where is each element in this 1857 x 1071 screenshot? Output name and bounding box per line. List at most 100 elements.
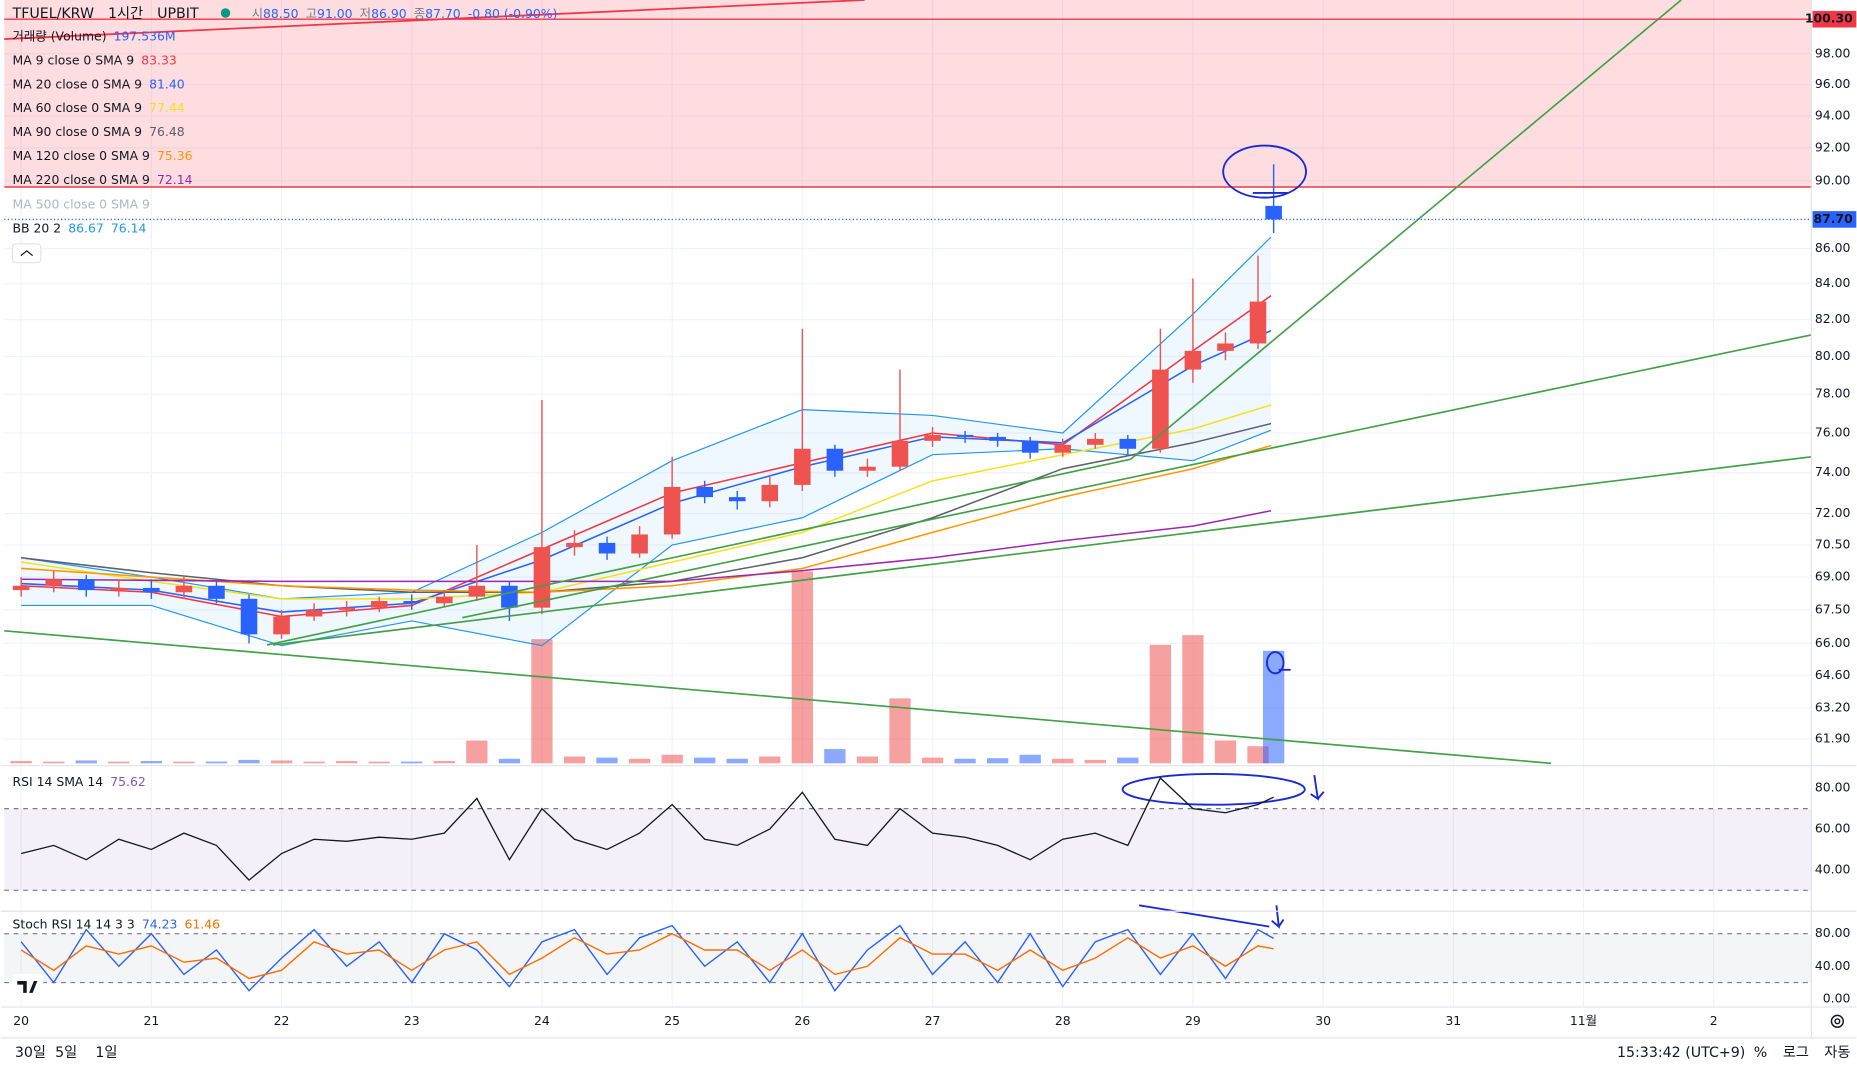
- volume-bar: [1262, 650, 1285, 764]
- candle-body: [143, 587, 160, 593]
- x-tick-label: 11월: [1570, 1013, 1597, 1028]
- x-tick-label: 27: [925, 1013, 941, 1028]
- symbol: TFUEL/KRW: [12, 6, 94, 22]
- volume-bar: [563, 756, 586, 764]
- y-tick-label: 76.00: [1815, 424, 1851, 439]
- footer: 15:33:42 (UTC+9) % 로그 자동 30일 5일 1일: [15, 1045, 1851, 1061]
- volume-bar: [954, 758, 976, 764]
- legend-value: 61.46: [185, 916, 221, 931]
- interval: 1시간: [108, 6, 143, 22]
- legend: TFUEL/KRW 1시간 UPBIT 시88.50 고91.00 저86.90 종8…: [12, 6, 558, 931]
- candle-body: [501, 585, 518, 608]
- candle-body: [110, 587, 128, 591]
- volume-bar: [433, 761, 455, 764]
- candle-body: [631, 534, 648, 554]
- y-tick-label: 69.00: [1815, 569, 1851, 584]
- candle-body: [533, 547, 551, 608]
- range-button[interactable]: 30일: [15, 1045, 46, 1061]
- annotation-circle: [1121, 773, 1306, 806]
- candle-body: [598, 542, 616, 554]
- log-toggle[interactable]: 로그: [1783, 1045, 1809, 1061]
- legend-name: MA 60 close 0 SMA 9: [13, 100, 143, 115]
- candle-body: [859, 466, 876, 471]
- resistance-zone: [4, 0, 1812, 187]
- candle-body: [240, 598, 258, 635]
- legend-value: 74.23: [142, 916, 178, 931]
- y-tick-label: 94.00: [1815, 107, 1851, 122]
- volume-bar: [270, 760, 293, 764]
- candle-body: [273, 616, 290, 635]
- y-tick-label: 70.50: [1815, 537, 1851, 552]
- volume-bar: [661, 754, 683, 764]
- volume-bar: [1149, 644, 1172, 764]
- volume-bar: [336, 761, 358, 764]
- candle-body: [45, 579, 63, 586]
- y-tick-label: 63.20: [1815, 700, 1851, 715]
- ma-line: [21, 444, 1272, 594]
- x-tick-label: 28: [1055, 1013, 1071, 1028]
- y-tick-label: 98.00: [1815, 45, 1851, 60]
- x-tick-label: 24: [534, 1013, 550, 1028]
- volume-bar: [205, 761, 228, 764]
- price-label: 100.30: [1805, 11, 1853, 26]
- candle-body: [468, 585, 486, 597]
- settings-icon[interactable]: [1830, 1014, 1844, 1028]
- y-tick-label: 61.90: [1815, 731, 1851, 746]
- axes: 98.00 96.00 94.00 92.00 90.00 86.00 84.00 82.00…: [4, 11, 1857, 1028]
- collapse-button[interactable]: [11, 243, 42, 264]
- range-button[interactable]: 1일: [95, 1045, 117, 1061]
- candle-body: [566, 542, 583, 548]
- candle-body: [208, 585, 225, 599]
- y-tick-label: 80.00: [1815, 780, 1851, 795]
- candle-layer: [12, 164, 1282, 644]
- candle-body: [370, 601, 388, 608]
- ohlc-value: 87.70: [425, 6, 461, 21]
- trend-line: [1130, 0, 1682, 460]
- auto-toggle[interactable]: 자동: [1824, 1045, 1850, 1061]
- candle-body: [1021, 440, 1039, 453]
- percent-toggle[interactable]: %: [1754, 1045, 1767, 1061]
- candle-body: [826, 448, 844, 471]
- gear[interactable]: [1830, 1014, 1844, 1028]
- ohlc-value: 91.00: [317, 6, 353, 21]
- x-tick-label: 21: [143, 1013, 159, 1028]
- change: -0.80 (-0.90%): [468, 6, 558, 21]
- x-tick-label: 22: [274, 1013, 290, 1028]
- volume-bar: [238, 759, 260, 764]
- rsi-line: [21, 776, 1274, 881]
- legend-value: 75.36: [157, 147, 193, 162]
- volume-bar: [628, 758, 651, 764]
- legend-name: MA 500 close 0 SMA 9: [13, 196, 151, 211]
- ma-line: [21, 404, 1272, 600]
- range-button[interactable]: 5일: [55, 1045, 77, 1061]
- stoch-line: [20, 932, 1274, 980]
- ohlc-label: 저: [360, 6, 371, 21]
- header: TFUEL/KRW 1시간 UPBIT: [12, 6, 199, 22]
- y-tick-label: 67.50: [1815, 601, 1851, 616]
- volume-bar: [1019, 754, 1041, 764]
- candle-body: [1265, 205, 1282, 220]
- y-tick-label: 78.00: [1815, 386, 1851, 401]
- annotation-arrow: [1310, 775, 1325, 801]
- band-fill: [4, 808, 1812, 891]
- legend-value: 86.67: [68, 220, 104, 235]
- gear-center[interactable]: [1834, 1018, 1841, 1025]
- candle-body: [1217, 343, 1234, 351]
- candle-body: [696, 486, 713, 498]
- y-tick-label: 96.00: [1815, 76, 1851, 91]
- x-tick-label: 30: [1315, 1013, 1331, 1028]
- volume-bar: [889, 698, 911, 764]
- volume-bar: [986, 758, 1009, 764]
- volume-bar: [173, 761, 195, 764]
- volume-bar: [1182, 635, 1204, 764]
- legend-value: 81.40: [149, 76, 185, 91]
- candle-body: [1152, 369, 1169, 449]
- volume-bar: [596, 757, 618, 764]
- annotation-circle: [1222, 144, 1307, 199]
- y-tick-label: 80.00: [1815, 925, 1851, 940]
- x-tick-label: 26: [794, 1013, 810, 1028]
- candle-body: [728, 497, 746, 502]
- legend-row: MA 500 close 0 SMA 9: [13, 196, 151, 211]
- candle-body: [338, 607, 355, 610]
- candle-body: [1054, 444, 1072, 453]
